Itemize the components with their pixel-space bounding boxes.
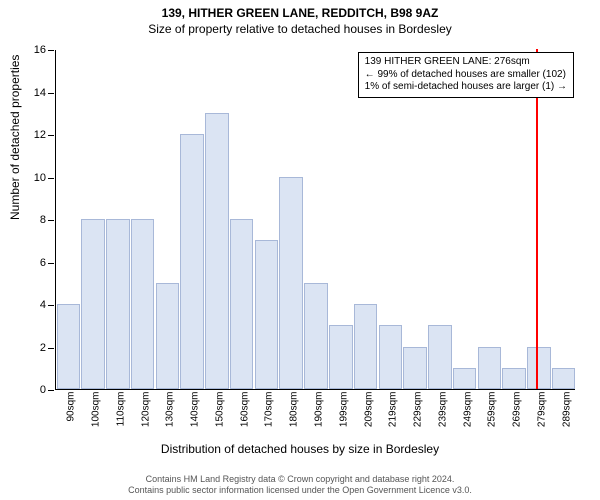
plot-box: 024681012141690sqm100sqm110sqm120sqm130s…: [55, 50, 575, 390]
x-tick-label: 209sqm: [363, 392, 374, 428]
bar: [403, 347, 427, 390]
bar: [527, 347, 551, 390]
y-axis-label: Number of detached properties: [8, 55, 22, 220]
bar: [379, 325, 403, 389]
x-tick-label: 160sqm: [239, 392, 250, 428]
x-tick-label: 239sqm: [437, 392, 448, 428]
y-tick: [48, 390, 54, 391]
bar: [304, 283, 328, 389]
bar: [156, 283, 180, 389]
x-tick-label: 120sqm: [140, 392, 151, 428]
x-tick-label: 180sqm: [289, 392, 300, 428]
bar: [552, 368, 576, 389]
bar: [329, 325, 353, 389]
bar: [428, 325, 452, 389]
bar: [453, 368, 477, 389]
bar: [478, 347, 502, 390]
y-tick: [48, 50, 54, 51]
x-tick-label: 110sqm: [115, 392, 126, 427]
annotation-box: 139 HITHER GREEN LANE: 276sqm ← 99% of d…: [358, 52, 574, 98]
y-tick-label: 10: [22, 172, 46, 184]
bar: [205, 113, 229, 389]
bar: [354, 304, 378, 389]
x-tick-label: 279sqm: [536, 392, 547, 428]
y-tick-label: 4: [22, 299, 46, 311]
bar: [279, 177, 303, 390]
x-tick-label: 269sqm: [512, 392, 523, 428]
chart-title-address: 139, HITHER GREEN LANE, REDDITCH, B98 9A…: [0, 0, 600, 20]
bar: [255, 240, 279, 389]
y-tick: [48, 263, 54, 264]
marker-line: [536, 49, 538, 389]
y-tick: [48, 305, 54, 306]
bar: [81, 219, 105, 389]
x-tick-label: 190sqm: [314, 392, 325, 428]
bar: [230, 219, 254, 389]
x-tick-label: 199sqm: [338, 392, 349, 428]
y-tick-label: 0: [22, 384, 46, 396]
x-tick-label: 219sqm: [388, 392, 399, 428]
y-tick-label: 6: [22, 257, 46, 269]
annotation-line2: ← 99% of detached houses are smaller (10…: [365, 69, 567, 82]
annotation-line1: 139 HITHER GREEN LANE: 276sqm: [365, 56, 567, 69]
y-tick: [48, 220, 54, 221]
bar: [131, 219, 155, 389]
x-tick-label: 100sqm: [91, 392, 102, 428]
chart-subtitle: Size of property relative to detached ho…: [0, 20, 600, 36]
chart-container: 139, HITHER GREEN LANE, REDDITCH, B98 9A…: [0, 0, 600, 500]
x-tick-label: 249sqm: [462, 392, 473, 428]
footer-attribution: Contains HM Land Registry data © Crown c…: [0, 474, 600, 497]
plot-area: 024681012141690sqm100sqm110sqm120sqm130s…: [55, 50, 575, 390]
y-tick-label: 2: [22, 342, 46, 354]
bar: [57, 304, 81, 389]
x-tick-label: 170sqm: [264, 392, 275, 428]
bar: [106, 219, 130, 389]
y-tick: [48, 178, 54, 179]
x-tick-label: 150sqm: [214, 392, 225, 428]
footer-line1: Contains HM Land Registry data © Crown c…: [0, 474, 600, 485]
bar: [502, 368, 526, 389]
x-tick-label: 130sqm: [165, 392, 176, 428]
x-tick-label: 289sqm: [561, 392, 572, 428]
x-tick-label: 140sqm: [190, 392, 201, 428]
x-tick-label: 90sqm: [66, 392, 77, 422]
x-axis-label: Distribution of detached houses by size …: [0, 442, 600, 456]
bar: [180, 134, 204, 389]
x-tick-label: 259sqm: [487, 392, 498, 428]
y-tick-label: 14: [22, 87, 46, 99]
annotation-line3: 1% of semi-detached houses are larger (1…: [365, 81, 567, 94]
y-tick-label: 12: [22, 129, 46, 141]
x-tick-label: 229sqm: [413, 392, 424, 428]
y-tick-label: 16: [22, 44, 46, 56]
y-tick: [48, 348, 54, 349]
y-tick-label: 8: [22, 214, 46, 226]
footer-line2: Contains public sector information licen…: [0, 485, 600, 496]
y-tick: [48, 93, 54, 94]
y-tick: [48, 135, 54, 136]
